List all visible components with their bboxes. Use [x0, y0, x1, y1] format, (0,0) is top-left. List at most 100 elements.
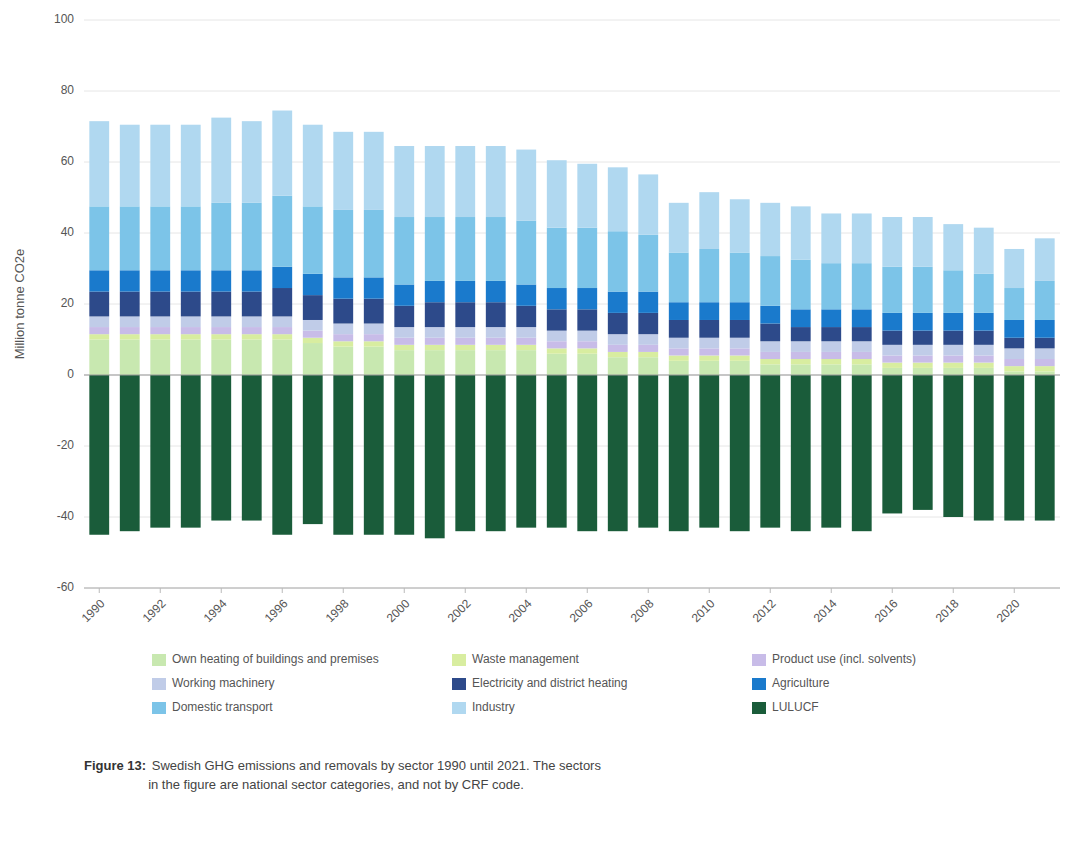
bar-segment: [760, 375, 780, 528]
bar-segment: [943, 345, 963, 356]
legend-swatch: [452, 678, 466, 690]
bar-segment: [669, 203, 689, 253]
x-tick-label: 2016: [872, 596, 901, 625]
bar-segment: [882, 355, 902, 362]
series: [89, 316, 1054, 359]
bar-segment: [89, 206, 109, 270]
bar-segment: [852, 263, 872, 309]
bar-segment: [242, 203, 262, 270]
bar-segment: [730, 361, 750, 375]
series: [89, 375, 1054, 538]
bar-segment: [669, 361, 689, 375]
axis-line: [84, 588, 1060, 589]
legend-label: Waste management: [472, 652, 580, 666]
bar-segment: [821, 213, 841, 263]
bar-segment: [1035, 320, 1055, 338]
bar-segment: [547, 309, 567, 330]
bar-segment: [760, 203, 780, 256]
bar-segment: [333, 277, 353, 298]
bar-segment: [913, 363, 933, 368]
y-tick-label: -60: [57, 580, 75, 594]
bar-segment: [791, 341, 811, 352]
bar-segment: [272, 334, 292, 339]
legend-item: Electricity and district heating: [452, 676, 627, 690]
bar-segment: [577, 164, 597, 228]
bar-segment: [791, 206, 811, 259]
bar-segment: [425, 338, 445, 345]
x-tick: [465, 588, 466, 593]
series: [89, 288, 1054, 348]
bar-segment: [333, 341, 353, 346]
bar-segment: [730, 199, 750, 252]
legend-item: LULUCF: [752, 700, 819, 714]
y-tick-label: 40: [61, 225, 75, 239]
bar-segment: [699, 192, 719, 249]
bar-segment: [333, 210, 353, 277]
bar-segment: [577, 348, 597, 353]
series: [89, 196, 1054, 320]
bar-segment: [882, 331, 902, 345]
bar-segment: [852, 375, 872, 531]
zero-line: [84, 375, 1060, 376]
bar-segment: [364, 299, 384, 324]
x-tick: [526, 588, 527, 593]
bar-segment: [943, 375, 963, 517]
bar-segment: [120, 206, 140, 270]
bar-segment: [486, 146, 506, 217]
legend-item: Agriculture: [752, 676, 830, 690]
bar-segment: [181, 316, 201, 327]
grid-line: [84, 375, 1060, 376]
x-tick-label: 2020: [994, 596, 1023, 625]
bar-segment: [1035, 375, 1055, 521]
bar-segment: [669, 348, 689, 355]
bar-segment: [638, 313, 658, 334]
y-tick-label: 100: [54, 12, 74, 26]
bar-segment: [394, 338, 414, 345]
bar-segment: [394, 345, 414, 350]
bar-segment: [791, 309, 811, 327]
legend-label: Industry: [472, 700, 515, 714]
bar-segment: [821, 341, 841, 352]
bar-segment: [730, 302, 750, 320]
x-tick: [953, 588, 954, 593]
bar-segment: [1035, 348, 1055, 359]
bar-segment: [638, 334, 658, 345]
bar-segment: [760, 359, 780, 364]
bar-segment: [1035, 338, 1055, 349]
grid-line: [84, 91, 1060, 92]
y-axis: -60-40-20020406080100: [54, 12, 74, 594]
bar-segment: [455, 146, 475, 217]
bar-segment: [913, 217, 933, 267]
x-tick-label: 1990: [79, 596, 108, 625]
bar-segment: [181, 125, 201, 207]
bar-segment: [272, 111, 292, 196]
bar-segment: [1004, 288, 1024, 320]
grid: [84, 20, 1060, 588]
x-tick: [99, 588, 100, 593]
x-tick: [1014, 588, 1015, 593]
bar-segment: [181, 206, 201, 270]
bar-segment: [760, 306, 780, 324]
bar-segment: [303, 338, 323, 343]
legend-swatch: [152, 702, 166, 714]
bar-segment: [730, 375, 750, 531]
bar-segment: [760, 364, 780, 375]
bar-segment: [242, 334, 262, 339]
bar-segment: [486, 345, 506, 350]
bars: [89, 111, 1054, 539]
bar-segment: [638, 352, 658, 357]
grid-line: [84, 20, 1060, 21]
bar-segment: [394, 284, 414, 305]
legend: Own heating of buildings and premisesWas…: [152, 652, 916, 714]
legend-item: Industry: [452, 700, 515, 714]
bar-segment: [516, 150, 536, 221]
legend-item: Working machinery: [152, 676, 274, 690]
caption: Swedish GHG emissions and removals by se…: [148, 758, 601, 792]
bar-segment: [333, 375, 353, 535]
bar-segment: [89, 334, 109, 339]
bar-segment: [943, 363, 963, 368]
bar-segment: [974, 363, 994, 368]
bar-segment: [394, 375, 414, 535]
y-tick-label: 20: [61, 296, 75, 310]
bar-segment: [272, 327, 292, 334]
